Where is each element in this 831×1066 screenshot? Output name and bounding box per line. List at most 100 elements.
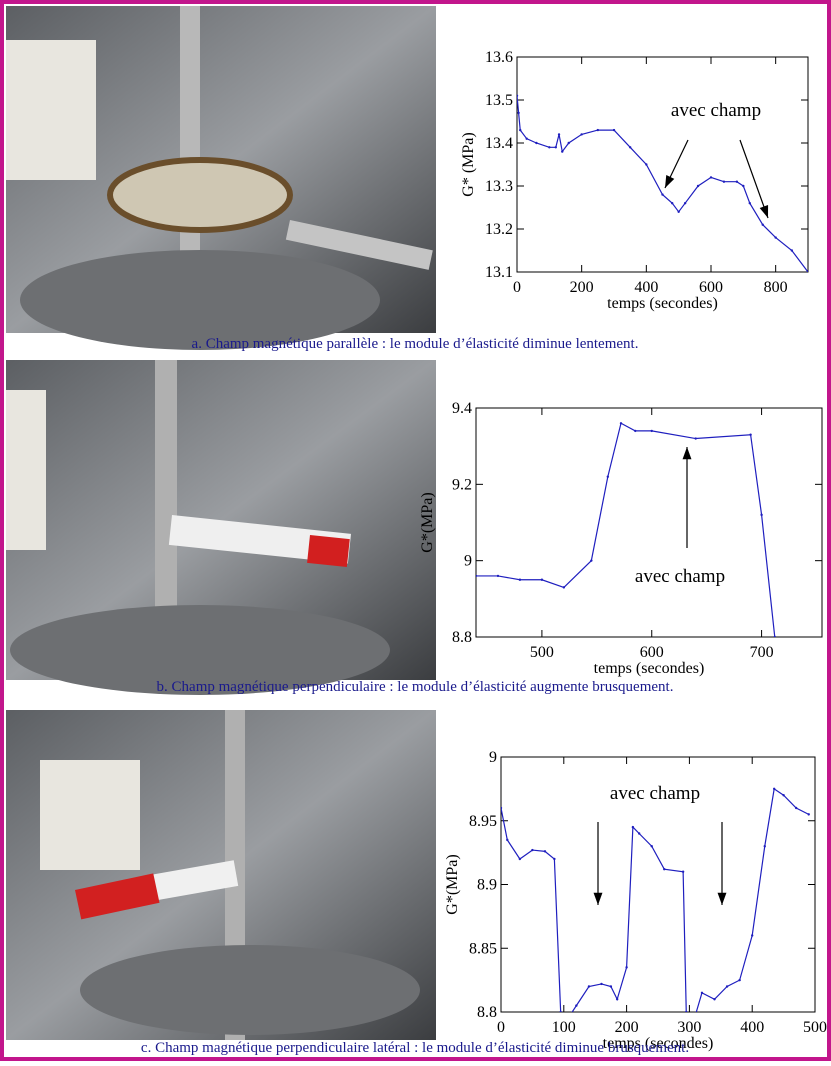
data-point bbox=[725, 985, 729, 988]
y-axis-label: G*(MPa) bbox=[419, 492, 436, 552]
data-point bbox=[559, 1010, 562, 1012]
x-axis-label: temps (secondes) bbox=[603, 1035, 714, 1052]
data-point bbox=[625, 966, 628, 969]
arrow-head bbox=[717, 892, 727, 905]
data-point bbox=[557, 133, 561, 136]
data-point bbox=[519, 128, 522, 132]
x-tick-label: 200 bbox=[570, 279, 594, 296]
arrow-head bbox=[665, 175, 675, 188]
x-tick-label: 800 bbox=[764, 279, 788, 296]
data-point bbox=[548, 146, 551, 149]
x-tick-label: 600 bbox=[699, 279, 723, 296]
plot-frame bbox=[500, 756, 816, 1013]
y-axis-label: G*(MPa) bbox=[444, 854, 461, 914]
data-point bbox=[575, 1004, 578, 1007]
data-point bbox=[543, 850, 547, 853]
data-point bbox=[561, 150, 564, 153]
arrow-shaft bbox=[739, 139, 769, 219]
data-point bbox=[634, 429, 637, 433]
data-point bbox=[671, 202, 674, 205]
data-point bbox=[476, 574, 478, 578]
data-point bbox=[615, 998, 619, 1001]
data-point bbox=[677, 210, 680, 213]
data-point bbox=[562, 586, 566, 589]
photo-c bbox=[6, 710, 436, 1040]
x-tick-label: 500 bbox=[803, 1019, 827, 1036]
data-point bbox=[683, 202, 687, 205]
data-point bbox=[631, 825, 635, 829]
y-axis-label: G* (MPa) bbox=[460, 132, 477, 196]
caption: c. Champ magnétique perpendiculaire laté… bbox=[141, 1040, 689, 1056]
data-point bbox=[713, 998, 716, 1001]
y-tick-label: 9 bbox=[464, 553, 472, 570]
data-line bbox=[476, 422, 776, 637]
plot-frame bbox=[516, 56, 809, 273]
data-point bbox=[600, 982, 603, 986]
arrow-head bbox=[593, 892, 603, 905]
data-point bbox=[794, 806, 798, 810]
y-tick-label: 9.4 bbox=[452, 400, 472, 417]
data-point bbox=[517, 94, 519, 97]
x-tick-label: 500 bbox=[530, 644, 554, 661]
data-point bbox=[722, 180, 726, 183]
annotation: avec champ bbox=[635, 566, 725, 587]
data-point bbox=[748, 202, 751, 205]
data-point bbox=[496, 574, 500, 578]
data-point bbox=[612, 128, 616, 132]
arrow-head bbox=[759, 205, 769, 218]
data-point bbox=[806, 270, 808, 272]
data-point bbox=[782, 794, 785, 797]
data-point bbox=[554, 146, 557, 149]
data-point bbox=[694, 437, 697, 440]
data-point bbox=[606, 475, 610, 478]
data-point bbox=[567, 141, 570, 145]
photo-b bbox=[6, 360, 436, 695]
data-point bbox=[628, 146, 632, 149]
annotation: avec champ bbox=[671, 100, 761, 121]
x-tick-label: 400 bbox=[740, 1019, 764, 1036]
data-point bbox=[661, 193, 664, 196]
data-point bbox=[540, 578, 544, 581]
data-point bbox=[580, 133, 583, 136]
y-tick-label: 8.85 bbox=[469, 940, 497, 957]
data-point bbox=[681, 870, 685, 873]
data-point bbox=[774, 236, 777, 239]
x-axis-label: temps (secondes) bbox=[594, 660, 705, 677]
data-point bbox=[738, 978, 741, 982]
data-point bbox=[517, 111, 520, 115]
data-point bbox=[501, 806, 503, 810]
y-tick-label: 9 bbox=[489, 749, 497, 766]
x-tick-label: 600 bbox=[640, 644, 664, 661]
y-tick-label: 8.8 bbox=[452, 629, 472, 646]
data-point bbox=[751, 934, 754, 937]
x-tick-label: 700 bbox=[750, 644, 774, 661]
data-point bbox=[596, 128, 600, 132]
y-tick-label: 8.95 bbox=[469, 813, 497, 830]
data-point bbox=[518, 578, 522, 581]
data-point bbox=[619, 422, 623, 425]
data-point bbox=[535, 141, 538, 145]
x-tick-label: 0 bbox=[497, 1019, 505, 1036]
data-point bbox=[637, 832, 641, 835]
data-point bbox=[518, 857, 522, 861]
data-point bbox=[663, 868, 666, 871]
y-tick-label: 13.1 bbox=[485, 264, 513, 281]
data-point bbox=[709, 176, 713, 179]
y-tick-label: 13.3 bbox=[485, 178, 513, 195]
x-tick-label: 100 bbox=[552, 1019, 576, 1036]
y-tick-label: 13.5 bbox=[485, 92, 513, 109]
x-tick-label: 300 bbox=[677, 1019, 701, 1036]
data-point bbox=[763, 845, 766, 848]
data-point bbox=[807, 813, 810, 816]
y-tick-label: 9.2 bbox=[452, 476, 472, 493]
plot-frame bbox=[475, 407, 823, 638]
y-tick-label: 8.9 bbox=[477, 877, 497, 894]
x-axis-label: temps (secondes) bbox=[607, 295, 718, 312]
data-point bbox=[587, 985, 591, 988]
data-point bbox=[773, 635, 776, 637]
data-point bbox=[760, 513, 763, 517]
data-point bbox=[700, 991, 704, 995]
data-point bbox=[650, 429, 653, 433]
